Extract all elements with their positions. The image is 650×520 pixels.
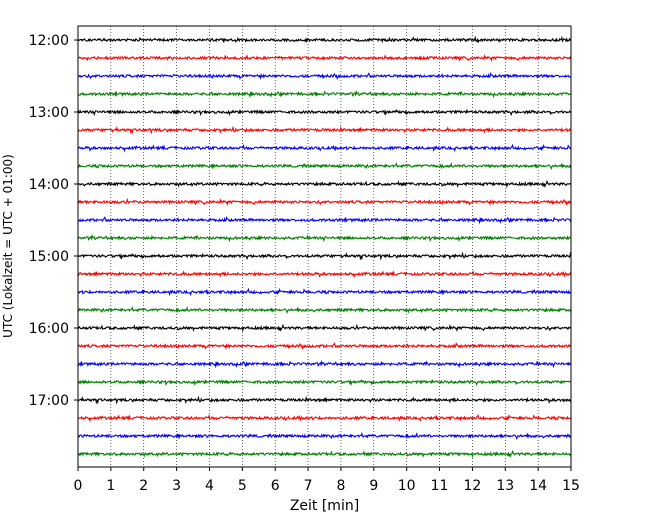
seismic-trace	[77, 143, 572, 153]
x-tick-label: 2	[139, 478, 148, 494]
x-tick-label: 14	[529, 478, 547, 494]
seismic-trace	[77, 109, 572, 117]
y-tick-label: 13:00	[29, 105, 69, 121]
x-tick-label: 4	[205, 478, 214, 494]
seismic-trace	[77, 54, 572, 63]
seismic-trace	[77, 449, 572, 459]
seismic-trace	[77, 89, 572, 99]
seismic-trace	[77, 431, 572, 440]
x-tick-label: 10	[398, 478, 416, 494]
x-tick-label: 7	[304, 478, 313, 494]
x-tick-label: 1	[106, 478, 115, 494]
seismic-trace	[77, 35, 572, 44]
x-tick-label: 9	[369, 478, 378, 494]
seismic-trace	[77, 233, 572, 243]
x-tick-label: 8	[336, 478, 345, 494]
seismic-trace	[77, 251, 572, 261]
plot-frame	[77, 25, 572, 468]
x-tick-label: 12	[463, 478, 481, 494]
x-axis-label: Zeit [min]	[290, 498, 359, 514]
x-tick-label: 15	[562, 478, 580, 494]
x-tick-label: 3	[172, 478, 181, 494]
seismic-trace	[77, 305, 572, 314]
seismic-trace	[77, 72, 572, 81]
seismic-trace	[77, 269, 572, 279]
y-axis-label: UTC (Lokalzeit = UTC + 01:00)	[1, 154, 15, 338]
seismic-trace	[77, 379, 572, 387]
seismic-trace	[77, 413, 572, 423]
seismic-trace	[77, 395, 572, 405]
seismic-trace	[77, 323, 572, 333]
y-tick-label: 17:00	[29, 393, 69, 409]
x-tick-label: 6	[271, 478, 280, 494]
x-tick-label: 11	[431, 478, 449, 494]
seismic-trace	[77, 125, 572, 135]
trace-layer	[77, 35, 572, 459]
y-tick-label: 12:00	[29, 33, 69, 49]
x-tick-label: 0	[74, 478, 83, 494]
y-tick-label: 15:00	[29, 249, 69, 265]
x-tick-label: 13	[496, 478, 514, 494]
seismic-trace	[77, 359, 572, 369]
y-tick-label: 16:00	[29, 321, 69, 337]
x-tick-label: 5	[238, 478, 247, 494]
y-tick-label: 14:00	[29, 177, 69, 193]
y-axis: 12:00 13:00 14:00 15:00 16:00 17:00	[29, 33, 78, 409]
seismic-trace	[77, 179, 572, 189]
seismic-trace	[77, 161, 572, 170]
seismic-trace	[77, 197, 572, 207]
seismic-trace	[77, 287, 572, 297]
seismic-trace	[77, 216, 572, 225]
x-axis: 0 1 2 3 4 5 6 7 8 9 10 11 12 13 14 15	[74, 467, 580, 494]
seismic-trace	[77, 342, 572, 351]
